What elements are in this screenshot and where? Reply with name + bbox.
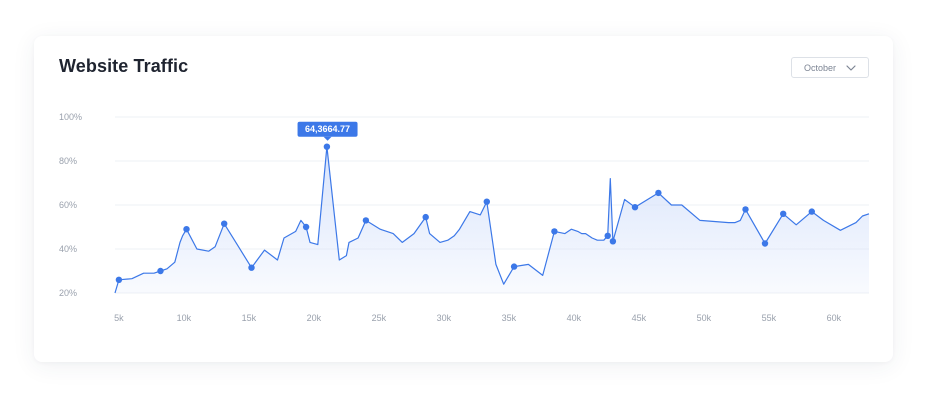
y-tick-label: 60% — [59, 200, 77, 210]
data-point — [780, 210, 787, 217]
x-tick-label: 30k — [437, 313, 452, 323]
x-tick-label: 10k — [177, 313, 192, 323]
tooltip-pointer — [323, 136, 332, 141]
data-point — [422, 213, 429, 221]
data-point — [510, 263, 518, 270]
x-tick-label: 5k — [114, 313, 124, 323]
y-tick-label: 40% — [59, 244, 77, 254]
data-point — [221, 220, 228, 227]
x-tick-label: 25k — [372, 313, 387, 323]
data-point — [302, 223, 310, 231]
series-line — [114, 146, 870, 294]
data-point — [183, 226, 190, 233]
y-tick-label: 100% — [59, 112, 82, 122]
data-point — [157, 267, 164, 275]
data-point — [551, 228, 558, 235]
x-tick-label: 20k — [307, 313, 322, 323]
x-tick-label: 60k — [827, 313, 842, 323]
data-point — [742, 206, 749, 213]
chevron-down-icon — [846, 64, 856, 71]
data-point — [631, 204, 639, 211]
data-point — [604, 232, 611, 239]
card-title: Website Traffic — [59, 56, 189, 76]
traffic-card: Website Traffic October — [34, 36, 893, 362]
tooltip-label: 64,3664.77 — [305, 124, 350, 134]
month-dropdown-label: October — [803, 62, 836, 73]
tooltip-box — [297, 121, 358, 137]
data-point — [483, 198, 490, 205]
month-dropdown[interactable]: October — [791, 57, 869, 78]
x-tick-label: 50k — [697, 313, 712, 323]
series-area — [115, 146, 869, 293]
data-point — [362, 217, 370, 224]
data-point — [761, 240, 769, 247]
x-tick-label: 35k — [502, 313, 517, 323]
y-tick-label: 20% — [59, 288, 77, 298]
x-tick-label: 45k — [632, 313, 647, 323]
x-tick-label: 15k — [242, 313, 257, 323]
data-point — [323, 143, 331, 150]
data-point — [655, 189, 662, 197]
data-point — [115, 276, 123, 283]
data-point — [609, 238, 617, 245]
x-tick-label: 55k — [762, 313, 777, 323]
data-point — [248, 264, 255, 271]
x-tick-label: 40k — [567, 313, 582, 323]
y-tick-label: 80% — [59, 156, 77, 166]
data-point — [808, 208, 815, 215]
